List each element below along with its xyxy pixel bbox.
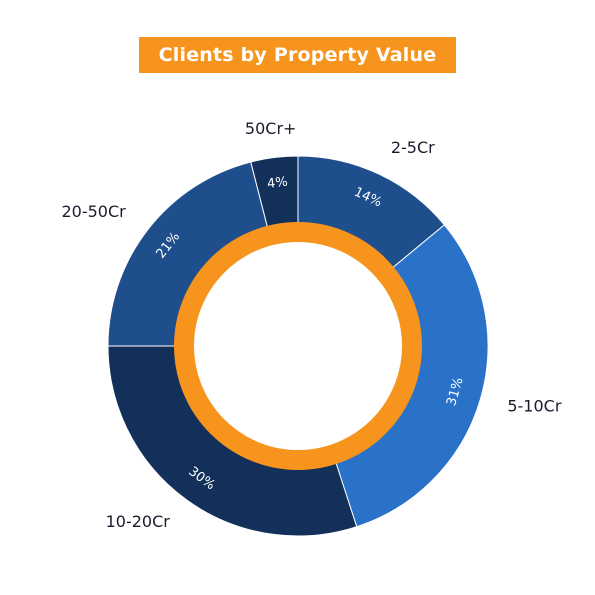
category-labels: 2-5Cr 5-10Cr 10-20Cr 20-50Cr 50Cr+ xyxy=(61,119,561,531)
slice-category-label: 50Cr+ xyxy=(245,119,297,138)
chart-title: Clients by Property Value xyxy=(139,37,456,73)
slice-category-label: 10-20Cr xyxy=(106,512,171,531)
slice-category-label: 2-5Cr xyxy=(391,138,435,157)
donut-segments xyxy=(107,155,489,537)
slice-value-label: 4% xyxy=(266,175,288,192)
slice-category-label: 20-50Cr xyxy=(61,202,126,221)
slice-category-label: 5-10Cr xyxy=(507,396,561,415)
inner-orange-ring xyxy=(174,222,422,470)
